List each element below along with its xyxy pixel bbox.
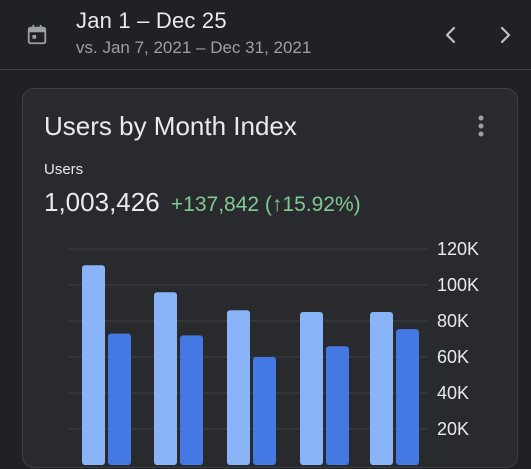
bar-chart: 20K 40K 60K 80K 100K 120K: [69, 239, 479, 465]
y-tick-label: 80K: [437, 311, 469, 331]
metric-value: 1,003,426: [44, 187, 160, 217]
y-tick-label: 60K: [437, 347, 469, 367]
bar-current-period[interactable]: [326, 346, 349, 465]
bar-previous-period[interactable]: [82, 265, 105, 465]
y-tick-label: 20K: [437, 419, 469, 439]
bar-current-period[interactable]: [396, 329, 419, 465]
bar-previous-period[interactable]: [370, 312, 393, 465]
card-title: Users by Month Index: [44, 111, 297, 141]
bar-current-period[interactable]: [180, 335, 203, 465]
calendar-icon[interactable]: [26, 24, 48, 46]
comparison-range: vs. Jan 7, 2021 – Dec 31, 2021: [76, 38, 312, 57]
chevron-left-icon[interactable]: [436, 20, 466, 50]
date-range-header: Jan 1 – Dec 25 vs. Jan 7, 2021 – Dec 31,…: [0, 0, 531, 70]
metric-label: Users: [44, 161, 84, 178]
metric-row: 1,003,426 +137,842 (↑15.92%): [44, 187, 361, 218]
more-vert-icon[interactable]: [471, 113, 491, 139]
date-range-title[interactable]: Jan 1 – Dec 25: [76, 8, 227, 33]
metric-change: +137,842 (↑15.92%): [170, 193, 361, 216]
bar-current-period[interactable]: [108, 333, 131, 465]
bar-current-period[interactable]: [253, 357, 276, 465]
y-tick-label: 120K: [437, 239, 479, 259]
y-tick-label: 40K: [437, 383, 469, 403]
y-tick-label: 100K: [437, 275, 479, 295]
y-axis-ticks: 20K 40K 60K 80K 100K 120K: [437, 239, 479, 439]
bars: [82, 265, 419, 465]
bar-previous-period[interactable]: [300, 312, 323, 465]
bar-previous-period[interactable]: [227, 310, 250, 465]
users-chart-card: Users by Month Index Users 1,003,426 +13…: [22, 88, 518, 468]
chevron-right-icon[interactable]: [490, 20, 520, 50]
bar-previous-period[interactable]: [154, 292, 177, 465]
